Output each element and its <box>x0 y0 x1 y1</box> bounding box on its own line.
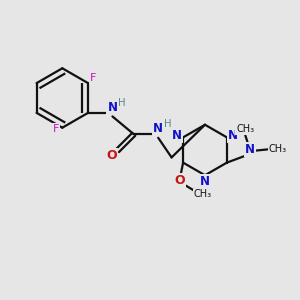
Text: F: F <box>90 73 97 83</box>
Text: N: N <box>153 122 163 135</box>
Text: N: N <box>107 101 117 114</box>
Text: N: N <box>245 143 255 156</box>
Text: N: N <box>200 175 210 188</box>
Text: H: H <box>118 98 126 108</box>
Text: CH₃: CH₃ <box>236 124 254 134</box>
Text: O: O <box>175 174 185 187</box>
Text: CH₃: CH₃ <box>194 189 212 200</box>
Text: F: F <box>52 124 59 134</box>
Text: CH₃: CH₃ <box>268 144 286 154</box>
Text: N: N <box>228 129 238 142</box>
Text: N: N <box>172 129 182 142</box>
Text: O: O <box>107 149 117 162</box>
Text: H: H <box>164 119 172 129</box>
